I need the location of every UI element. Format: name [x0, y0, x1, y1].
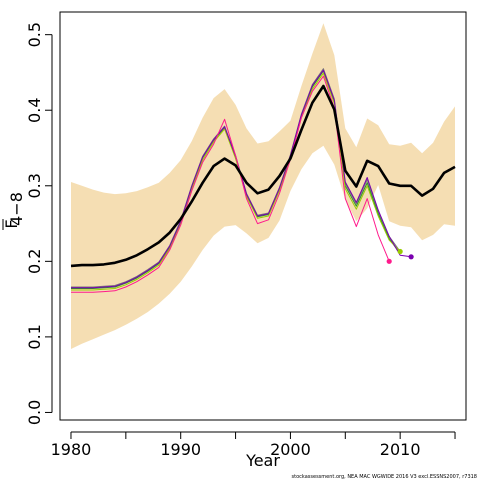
y-tick-label: 0.0 [25, 400, 44, 425]
y-tick-label: 0.3 [25, 173, 44, 198]
plot-frame [59, 11, 467, 421]
confidence-band [71, 23, 455, 350]
axis-layer: 1980 1990 2000 2010 0.0 0.1 0.2 0.3 0.4 0.5 [25, 22, 456, 459]
endpoint-marker-0 [386, 258, 392, 264]
series-line-0 [70, 84, 456, 268]
y-tick-label: 0.2 [25, 249, 44, 274]
endpoint-layer [386, 248, 414, 264]
y-axis-label-subscript: 4−8 [7, 192, 26, 226]
confidence-band-layer [71, 23, 455, 350]
x-axis-label: Year [245, 451, 280, 470]
x-tick-label: 2000 [270, 440, 311, 459]
y-tick-label: 0.5 [25, 22, 44, 47]
x-tick-label: 2010 [380, 440, 421, 459]
endpoint-marker-1 [397, 248, 403, 255]
x-tick-label: 1990 [160, 440, 201, 459]
y-tick-label: 0.4 [25, 97, 44, 122]
x-tick-label: 1980 [51, 440, 92, 459]
y-axis-label: F 4−8 [2, 192, 26, 230]
series-layer [70, 68, 456, 293]
y-tick-label: 0.1 [25, 324, 44, 349]
y-axis-label-main: F [2, 219, 21, 228]
credit-text: stockassessment.org, NEA MAC WGWIDE 2016… [292, 474, 477, 480]
endpoint-marker-2 [408, 254, 414, 260]
series-line-3 [71, 72, 401, 291]
